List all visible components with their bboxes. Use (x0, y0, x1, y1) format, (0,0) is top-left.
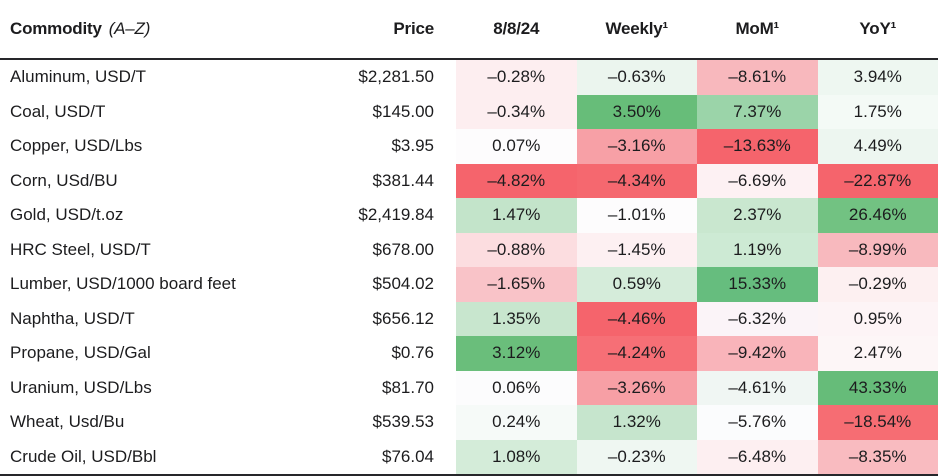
change-date: –4.82% (456, 163, 577, 198)
commodity-price: $656.12 (372, 308, 434, 328)
change-date: 0.07% (456, 129, 577, 164)
change-yoy: –0.29% (817, 267, 938, 302)
change-yoy: 26.46% (817, 198, 938, 233)
change-yoy: –8.35% (817, 439, 938, 474)
commodity-name: Uranium, USD/Lbs (10, 377, 152, 397)
change-weekly: –3.16% (576, 129, 697, 164)
change-weekly: –0.63% (576, 60, 697, 95)
table-header-row: Commodity (A–Z) Price 8/8/24 Weekly¹ MoM… (0, 0, 938, 60)
change-weekly: –3.26% (576, 370, 697, 405)
change-yoy: 1.75% (817, 94, 938, 129)
change-yoy: –22.87% (817, 163, 938, 198)
change-mom: –4.61% (697, 370, 818, 405)
commodity-name: Lumber, USD/1000 board feet (10, 274, 236, 294)
col-header-date: 8/8/24 (493, 19, 540, 38)
change-mom: 15.33% (697, 267, 818, 302)
change-mom: –6.48% (697, 439, 818, 474)
commodity-sort-order-hint: (A–Z) (108, 19, 151, 38)
commodity-name: Propane, USD/Gal (10, 343, 151, 363)
change-yoy: –18.54% (817, 405, 938, 440)
table-row: Gold, USD/t.oz $2,419.84 1.47% –1.01% 2.37% 2… (0, 198, 938, 233)
commodity-name: Corn, USd/BU (10, 170, 118, 190)
change-mom: 2.37% (697, 198, 818, 233)
change-date: 1.35% (456, 301, 577, 336)
commodity-name: Coal, USD/T (10, 101, 106, 121)
change-date: –1.65% (456, 267, 577, 302)
change-yoy: 0.95% (817, 301, 938, 336)
commodity-name: Naphtha, USD/T (10, 308, 135, 328)
commodity-name: Gold, USD/t.oz (10, 205, 124, 225)
change-date: –0.88% (456, 232, 577, 267)
change-date: –0.28% (456, 60, 577, 95)
change-yoy: 43.33% (817, 370, 938, 405)
commodity-header-label: Commodity (10, 19, 102, 38)
table-row: Corn, USd/BU $381.44 –4.82% –4.34% –6.69% –22… (0, 163, 938, 198)
change-mom: 1.19% (697, 232, 818, 267)
col-header-yoy: YoY¹ (859, 19, 897, 38)
commodity-price: $539.53 (372, 412, 434, 432)
commodity-price: $678.00 (372, 239, 434, 259)
change-weekly: –1.45% (576, 232, 697, 267)
change-weekly: –0.23% (576, 439, 697, 474)
change-mom: –6.32% (697, 301, 818, 336)
commodity-price: $2,419.84 (358, 205, 434, 225)
commodity-name: HRC Steel, USD/T (10, 239, 151, 259)
change-mom: –9.42% (697, 336, 818, 371)
change-yoy: 3.94% (817, 60, 938, 95)
change-yoy: 4.49% (817, 129, 938, 164)
table-row: Propane, USD/Gal $0.76 3.12% –4.24% –9.42% 2.… (0, 336, 938, 371)
table-row: Crude Oil, USD/Bbl $76.04 1.08% –0.23% –6.48… (0, 439, 938, 474)
commodity-name: Aluminum, USD/T (10, 67, 147, 87)
change-date: 1.47% (456, 198, 577, 233)
col-header-commodity: Commodity (A–Z) (0, 19, 340, 39)
change-weekly: –4.46% (576, 301, 697, 336)
change-date: –0.34% (456, 94, 577, 129)
change-mom: –5.76% (697, 405, 818, 440)
table-row: Coal, USD/T $145.00 –0.34% 3.50% 7.37% 1.75% (0, 94, 938, 129)
table-row: Wheat, Usd/Bu $539.53 0.24% 1.32% –5.76% –18.… (0, 405, 938, 440)
commodity-price: $145.00 (372, 101, 434, 121)
change-date: 1.08% (456, 439, 577, 474)
col-header-mom: MoM¹ (735, 19, 780, 38)
change-yoy: –8.99% (817, 232, 938, 267)
commodity-name: Wheat, Usd/Bu (10, 412, 125, 432)
change-weekly: –4.24% (576, 336, 697, 371)
commodity-price: $504.02 (372, 274, 434, 294)
table-body: Aluminum, USD/T $2,281.50 –0.28% –0.63% –8.6… (0, 60, 938, 474)
change-weekly: 3.50% (576, 94, 697, 129)
table-row: Uranium, USD/Lbs $81.70 0.06% –3.26% –4.61% 4… (0, 370, 938, 405)
commodity-price: $3.95 (391, 136, 434, 156)
change-weekly: –4.34% (576, 163, 697, 198)
change-weekly: –1.01% (576, 198, 697, 233)
commodity-price: $2,281.50 (358, 67, 434, 87)
commodity-price: $76.04 (382, 446, 434, 466)
table-row: HRC Steel, USD/T $678.00 –0.88% –1.45% 1.19%… (0, 232, 938, 267)
commodity-price: $0.76 (391, 343, 434, 363)
change-weekly: 0.59% (576, 267, 697, 302)
col-header-price: Price (393, 19, 434, 38)
change-date: 0.24% (456, 405, 577, 440)
change-mom: –8.61% (697, 60, 818, 95)
change-mom: –13.63% (697, 129, 818, 164)
table-row: Copper, USD/Lbs $3.95 0.07% –3.16% –13.63% 4.… (0, 129, 938, 164)
col-header-weekly: Weekly¹ (605, 19, 669, 38)
change-mom: –6.69% (697, 163, 818, 198)
change-mom: 7.37% (697, 94, 818, 129)
table-row: Aluminum, USD/T $2,281.50 –0.28% –0.63% –8.6… (0, 60, 938, 95)
commodity-price: $81.70 (382, 377, 434, 397)
commodity-price: $381.44 (372, 170, 434, 190)
change-weekly: 1.32% (576, 405, 697, 440)
commodity-name: Copper, USD/Lbs (10, 136, 143, 156)
table-row: Naphtha, USD/T $656.12 1.35% –4.46% –6.32% 0.… (0, 301, 938, 336)
table-row: Lumber, USD/1000 board feet $504.02 –1.65%… (0, 267, 938, 302)
commodity-name: Crude Oil, USD/Bbl (10, 446, 157, 466)
change-yoy: 2.47% (817, 336, 938, 371)
change-date: 0.06% (456, 370, 577, 405)
change-date: 3.12% (456, 336, 577, 371)
